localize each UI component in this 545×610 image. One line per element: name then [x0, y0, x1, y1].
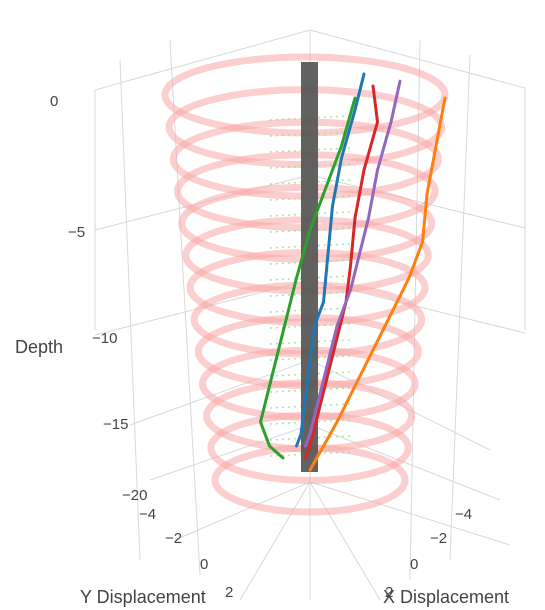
grid-line	[309, 29, 526, 89]
z-tick-label: −5	[68, 224, 85, 241]
grid-line	[169, 39, 201, 576]
x-tick-label: −2	[430, 530, 447, 547]
y-tick-label: 2	[225, 584, 233, 601]
inner-sensor	[269, 307, 351, 313]
inner-sensor	[269, 131, 351, 137]
series-line-5	[259, 96, 357, 460]
inner-sensor	[269, 147, 351, 153]
grid-line	[309, 481, 511, 546]
z-tick-label: −15	[103, 416, 128, 433]
y-tick-label: 0	[200, 556, 208, 573]
grid-line	[309, 481, 381, 601]
x-tick-label: 0	[410, 556, 418, 573]
inner-sensor	[269, 371, 351, 377]
inner-sensor	[269, 291, 351, 297]
grid-line	[449, 54, 471, 561]
inner-sensor	[269, 195, 351, 201]
inner-sensor	[269, 227, 351, 233]
inner-sensor	[269, 259, 351, 265]
x-tick-label: 2	[385, 584, 393, 601]
inner-sensor	[269, 403, 351, 409]
y-tick-label: −4	[139, 506, 156, 523]
x-tick-label: −4	[455, 506, 472, 523]
z-tick-label: −20	[122, 487, 147, 504]
grid-line	[129, 359, 311, 426]
z-tick-label: 0	[50, 93, 58, 110]
inner-sensor	[269, 355, 351, 361]
y-axis-title: Y Displacement	[80, 587, 206, 607]
z-axis-title: Depth	[15, 337, 63, 357]
grid-line	[309, 359, 491, 451]
series-line-1	[295, 72, 366, 448]
z-tick-label: −10	[92, 330, 117, 347]
grid-line	[149, 424, 311, 481]
inner-sensor	[269, 115, 351, 121]
pile-column	[301, 62, 318, 472]
inner-sensor	[269, 451, 351, 457]
y-tick-label: −2	[165, 530, 182, 547]
grid-line	[239, 481, 311, 601]
inner-sensor	[269, 435, 351, 441]
inner-sensor	[269, 275, 351, 281]
grid-line	[119, 59, 141, 561]
x-axis-title: X Displacement	[383, 587, 509, 607]
series-line-4	[308, 96, 447, 472]
inner-sensor	[269, 387, 351, 393]
pile	[301, 62, 318, 472]
grid-line	[94, 29, 311, 91]
inner-sensor	[269, 243, 351, 249]
inner-sensor	[269, 163, 351, 169]
series-line-3	[304, 79, 402, 448]
series-lines	[259, 72, 447, 472]
inner-sensor	[269, 211, 351, 217]
grid-line	[309, 424, 501, 501]
grid-line	[309, 174, 526, 229]
tick-labels: 0−5−10−15−20−4−202−4−202	[50, 93, 472, 601]
